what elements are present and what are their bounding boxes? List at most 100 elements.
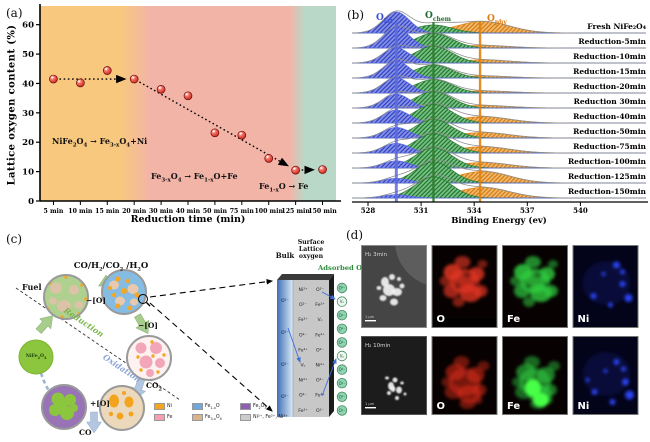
- surface-ion-label: Fe²⁺: [298, 408, 308, 414]
- bulk-ion-label: O²⁻: [281, 394, 289, 400]
- sem-particle: [399, 283, 405, 289]
- sem-image-tile: H₂ 3min 1 μm: [361, 245, 427, 328]
- legend-label: Fe: [167, 415, 173, 420]
- bulk-ion-label: O²⁻: [281, 298, 289, 304]
- legend-item: Fe: [154, 412, 190, 423]
- tile-border: [361, 336, 427, 415]
- x-tick-label: 534: [467, 206, 482, 215]
- element-label: Fe: [507, 314, 520, 325]
- series-label: Reduction-40min: [573, 112, 646, 121]
- data-point: [237, 130, 247, 140]
- legend-item: Fe1-xO: [192, 401, 238, 412]
- bulk-label: Bulk: [275, 251, 295, 260]
- adsorbed-o-circle: [336, 337, 348, 348]
- element-label: Ni: [578, 401, 590, 412]
- spectrum-row: Reduction-15min: [351, 58, 647, 79]
- legend-item: Fe2O3: [240, 401, 306, 412]
- co-release-arrow: [86, 411, 102, 434]
- adsorbed-ion-label: O²⁻: [339, 381, 346, 386]
- data-point: [264, 154, 274, 163]
- sem-particle: [397, 277, 401, 281]
- data-point: [210, 128, 220, 138]
- sem-particle: [403, 392, 407, 396]
- sem-particle: [396, 386, 402, 394]
- surface-slab-schematic: [277, 274, 337, 417]
- sem-particle: [395, 396, 399, 400]
- zoom-callout-line-bottom: [149, 302, 273, 412]
- surface-ion-label: Vₒ: [300, 363, 305, 369]
- surface-ion-label: O²⁻: [316, 287, 324, 293]
- tile-border: [431, 336, 498, 415]
- element-label: Ni: [578, 314, 590, 325]
- data-point-highlight: [239, 132, 242, 135]
- adsorbed-o-circle: [336, 378, 348, 389]
- sem-condition-label: H₂ 3min: [365, 252, 387, 258]
- y-tick-label: 10: [22, 168, 34, 178]
- map-signal: [510, 256, 558, 307]
- particle-fe3xo4: [99, 385, 145, 431]
- element-map-tile: Ni: [572, 336, 639, 415]
- bulk-ion-label: O²⁻: [281, 330, 289, 336]
- minus-o-label-right: −[O]: [138, 321, 158, 330]
- sem-particle: [387, 391, 391, 395]
- adsorbed-o-circle: [336, 364, 348, 375]
- data-point: [129, 74, 139, 84]
- data-point-highlight: [185, 93, 188, 96]
- data-point-highlight: [293, 167, 296, 170]
- x-tick-label: 40 min: [176, 208, 201, 215]
- spectrum-row: Reduction-5min: [351, 25, 647, 49]
- surface-lattice-oxygen-label: Surface Lattice oxygen: [297, 239, 325, 261]
- envelope-line: [351, 10, 646, 34]
- map-signal: [439, 256, 488, 307]
- co2-label: CO2: [146, 381, 162, 393]
- x-axis-label: Binding Energy (ev): [451, 215, 547, 226]
- legend-swatch: [192, 402, 203, 411]
- adsorbed-ion-label: O²⁻: [339, 394, 346, 399]
- magnifier-icon: [138, 294, 148, 304]
- data-point: [76, 78, 85, 88]
- series-label: Reduction-50min: [573, 127, 646, 136]
- legend-swatch: [154, 402, 165, 411]
- spectrum-row: Fresh NiFe₂O₄: [351, 10, 647, 34]
- particle-nife2o4: [18, 339, 54, 375]
- panel-a-plot: 0 10 20 30 40 50 60 5 min 10 min 15 min 20 min 30 m…: [22, 4, 341, 215]
- element-map-tile: O: [431, 245, 498, 328]
- scale-bar-label: 1 μm: [365, 402, 375, 406]
- sem-particle: [390, 386, 396, 392]
- surface-ion-label: O²⁻: [299, 393, 307, 399]
- legend-swatch: [154, 413, 165, 422]
- series-label: Reduction-100min: [568, 157, 647, 166]
- panel-a-annotation-phase1: NiFe2O4 → Fe3-xO4+Ni: [52, 136, 148, 149]
- series-label: Reduction 30min: [574, 97, 647, 106]
- sem-particle: [376, 286, 382, 290]
- data-point-highlight: [104, 68, 108, 70]
- panel-b-tag: (b): [347, 8, 365, 22]
- y-tick-label: 20: [22, 138, 34, 148]
- sem-particle: [392, 288, 402, 296]
- legend-label: Ni²⁺, Fe²⁺, Ni³⁺: [253, 415, 288, 420]
- series-label: Reduction-20min: [573, 82, 646, 91]
- sem-particle: [385, 376, 389, 380]
- sem-particle: [392, 377, 398, 383]
- peak-label-o-phy: Ophy: [487, 14, 507, 26]
- sem-condition-label: H₂ 10min: [365, 343, 391, 349]
- data-point-highlight: [51, 76, 54, 79]
- product-gases-label: CO/H2/CO2 /H2O: [73, 261, 149, 273]
- data-point-highlight: [131, 76, 135, 79]
- data-point-highlight: [266, 155, 269, 158]
- surface-ion-label: Fe²⁺: [298, 347, 308, 353]
- series-label: Reduction-5min: [578, 37, 646, 46]
- map-signal: [582, 261, 633, 308]
- panel-c-legend: Ni Fe1-xO Fe2O3 Fe Fe3-xO4 Ni²⁺, Fe²⁺, Ni³⁺: [154, 401, 306, 423]
- series-label: Reduction-150min: [568, 187, 647, 196]
- particle-fe-fe1xo: [126, 335, 172, 381]
- adsorbed-ion-label: O²⁻: [339, 313, 346, 318]
- surface-ion-label: O²⁻: [316, 378, 324, 384]
- surface-ion-label: Fe²⁺: [315, 393, 325, 399]
- oxygen-migration-arrow: [321, 358, 337, 397]
- legend-label: Fe1-xO: [205, 403, 220, 410]
- tile-border: [572, 336, 639, 415]
- x-tick-label: 5 min: [44, 208, 64, 215]
- data-point: [156, 84, 166, 94]
- x-tick-label: 531: [414, 206, 429, 215]
